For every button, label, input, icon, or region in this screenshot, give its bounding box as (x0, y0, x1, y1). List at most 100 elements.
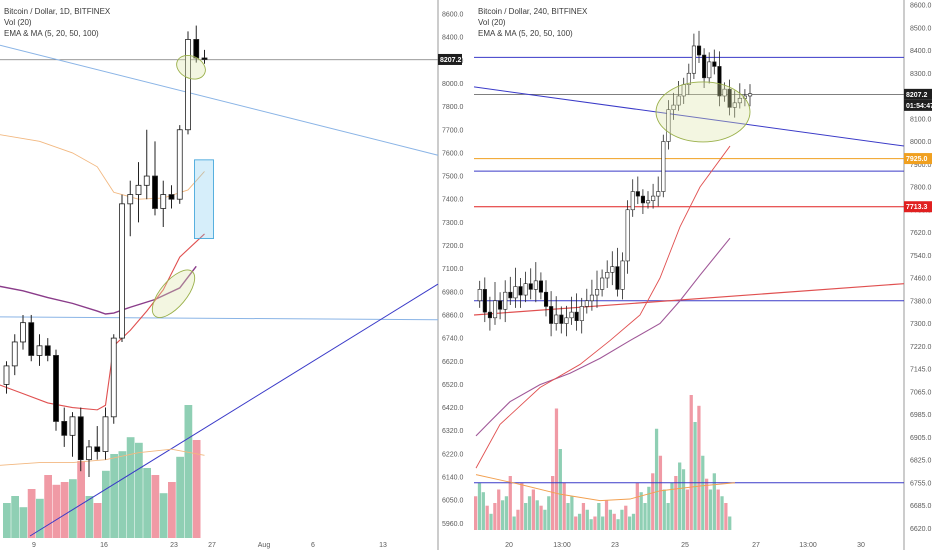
right-volume-bar (581, 503, 586, 530)
left-volume-bar (192, 440, 201, 538)
left-y-tick-label: 7800.0 (442, 104, 464, 111)
right-volume-bar (608, 509, 612, 530)
right-candles (477, 30, 753, 337)
right-volume-bar (662, 489, 666, 530)
left-horizontal-support (0, 316, 439, 321)
right-candle-body (503, 291, 508, 310)
right-candle-body (498, 300, 503, 310)
left-y-tick-label: 7400.0 (442, 197, 464, 204)
right-candle-body (696, 45, 702, 56)
right-candle-body (661, 141, 666, 192)
left-volume-bar (151, 475, 160, 538)
left-y-tick-label: 8000.0 (442, 81, 464, 88)
right-candle-body (518, 286, 523, 296)
left-candle-body (11, 341, 18, 367)
right-y-tick-label: 8000.0 (910, 139, 932, 146)
right-descending-trendline (473, 86, 905, 147)
right-indicator-lines (473, 56, 905, 502)
left-y-tick-label: 7700.0 (442, 127, 464, 134)
right-y-tick-label: 8600.0 (910, 3, 932, 10)
right-y-tick-label: 7620.0 (910, 230, 932, 237)
right-volume-bar (551, 476, 555, 530)
left-candle-body (127, 194, 134, 205)
right-candle-body (549, 306, 554, 324)
left-volume-bar (60, 482, 69, 538)
right-y-tick-label: 8100.0 (910, 116, 932, 123)
right-chart-panel[interactable]: 8600.08500.08400.08300.08200.08100.08000… (473, 0, 932, 550)
left-volume-bar (176, 456, 184, 538)
right-volume-bar (705, 478, 709, 530)
right-price-tag-label: 01:54:47 (906, 103, 932, 110)
right-candle-body (635, 191, 640, 197)
left-ma-50-line (0, 265, 197, 315)
left-descending-trendline (0, 44, 439, 156)
left-candle-body (102, 416, 109, 452)
right-candle-body (630, 191, 635, 211)
left-volume-bars (3, 405, 201, 538)
right-x-tick-label: 27 (752, 542, 760, 549)
right-y-tick-label: 7900.0 (910, 162, 932, 169)
right-ma-100-line (475, 237, 731, 437)
left-last-price-label: 8207.2 (440, 57, 462, 64)
right-price-tag (904, 99, 932, 111)
right-candle-body (594, 289, 600, 296)
right-volume-bar (520, 482, 524, 530)
right-price-tag (904, 153, 932, 165)
right-volume-bar (701, 455, 705, 530)
right-x-tick-label: 25 (681, 542, 689, 549)
right-volume-bar (651, 473, 655, 530)
right-y-tick-label: 7380.0 (910, 298, 932, 305)
right-volume-bar (539, 505, 543, 530)
right-volume-bars (474, 395, 732, 530)
left-x-tick-label: 13 (379, 542, 387, 549)
left-legend-symbol: Bitcoin / Dollar, 1D, BITFINEX (4, 7, 111, 16)
left-candle-body (53, 355, 59, 422)
right-y-tick-label: 6685.0 (910, 503, 932, 510)
right-volume-bar (574, 516, 578, 530)
right-volume-bar (612, 513, 616, 530)
right-candle-body (492, 300, 498, 319)
left-candles (3, 25, 214, 477)
right-candle-body (589, 294, 595, 302)
right-price-tag-label: 8207.2 (906, 92, 928, 99)
left-candle-body (86, 446, 92, 461)
right-volume-bar (604, 500, 609, 530)
right-candle-body (732, 102, 737, 108)
left-y-tick-label: 7500.0 (442, 174, 464, 181)
left-x-tick-label: 6 (311, 542, 315, 549)
left-price-axis: 8600.08400.08200.08000.07800.07700.07600… (438, 12, 464, 528)
left-y-tick-label: 8600.0 (442, 12, 464, 19)
left-ema-20-line (0, 233, 205, 411)
right-volume-bar (497, 489, 501, 530)
right-candle-body (523, 283, 528, 296)
left-ascending-trendline (29, 283, 439, 537)
left-y-tick-label: 7200.0 (442, 243, 464, 250)
left-volume-bar (184, 405, 193, 538)
left-y-tick-label: 6050.0 (442, 498, 464, 505)
right-y-tick-label: 6905.0 (910, 435, 932, 442)
right-y-tick-label: 6755.0 (910, 480, 932, 487)
right-candle-body (747, 93, 753, 97)
right-candle-body (651, 195, 656, 201)
left-chart-panel[interactable]: 8600.08400.08200.08000.07800.07700.07600… (0, 0, 464, 550)
right-volume-bar (639, 492, 643, 530)
right-volume-bar (597, 503, 601, 530)
right-volume-bar (477, 482, 482, 530)
right-volume-bar (531, 489, 535, 530)
left-candle-body (193, 39, 200, 59)
right-volume-bar (524, 503, 528, 530)
right-volume-bar (689, 395, 693, 530)
right-x-tick-label: 13:00 (799, 542, 817, 549)
right-candle-body (712, 61, 717, 67)
left-volume-bar (118, 451, 127, 538)
right-candle-body (620, 260, 625, 290)
right-y-tick-label: 7540.0 (910, 253, 932, 260)
right-candle-body (538, 280, 544, 293)
left-candle-body (185, 39, 191, 131)
right-volume-bar (658, 455, 663, 530)
right-y-tick-label: 6985.0 (910, 412, 932, 419)
left-x-tick-label: 23 (170, 542, 178, 549)
right-candle-body (605, 272, 610, 279)
right-volume-bar (628, 516, 632, 530)
